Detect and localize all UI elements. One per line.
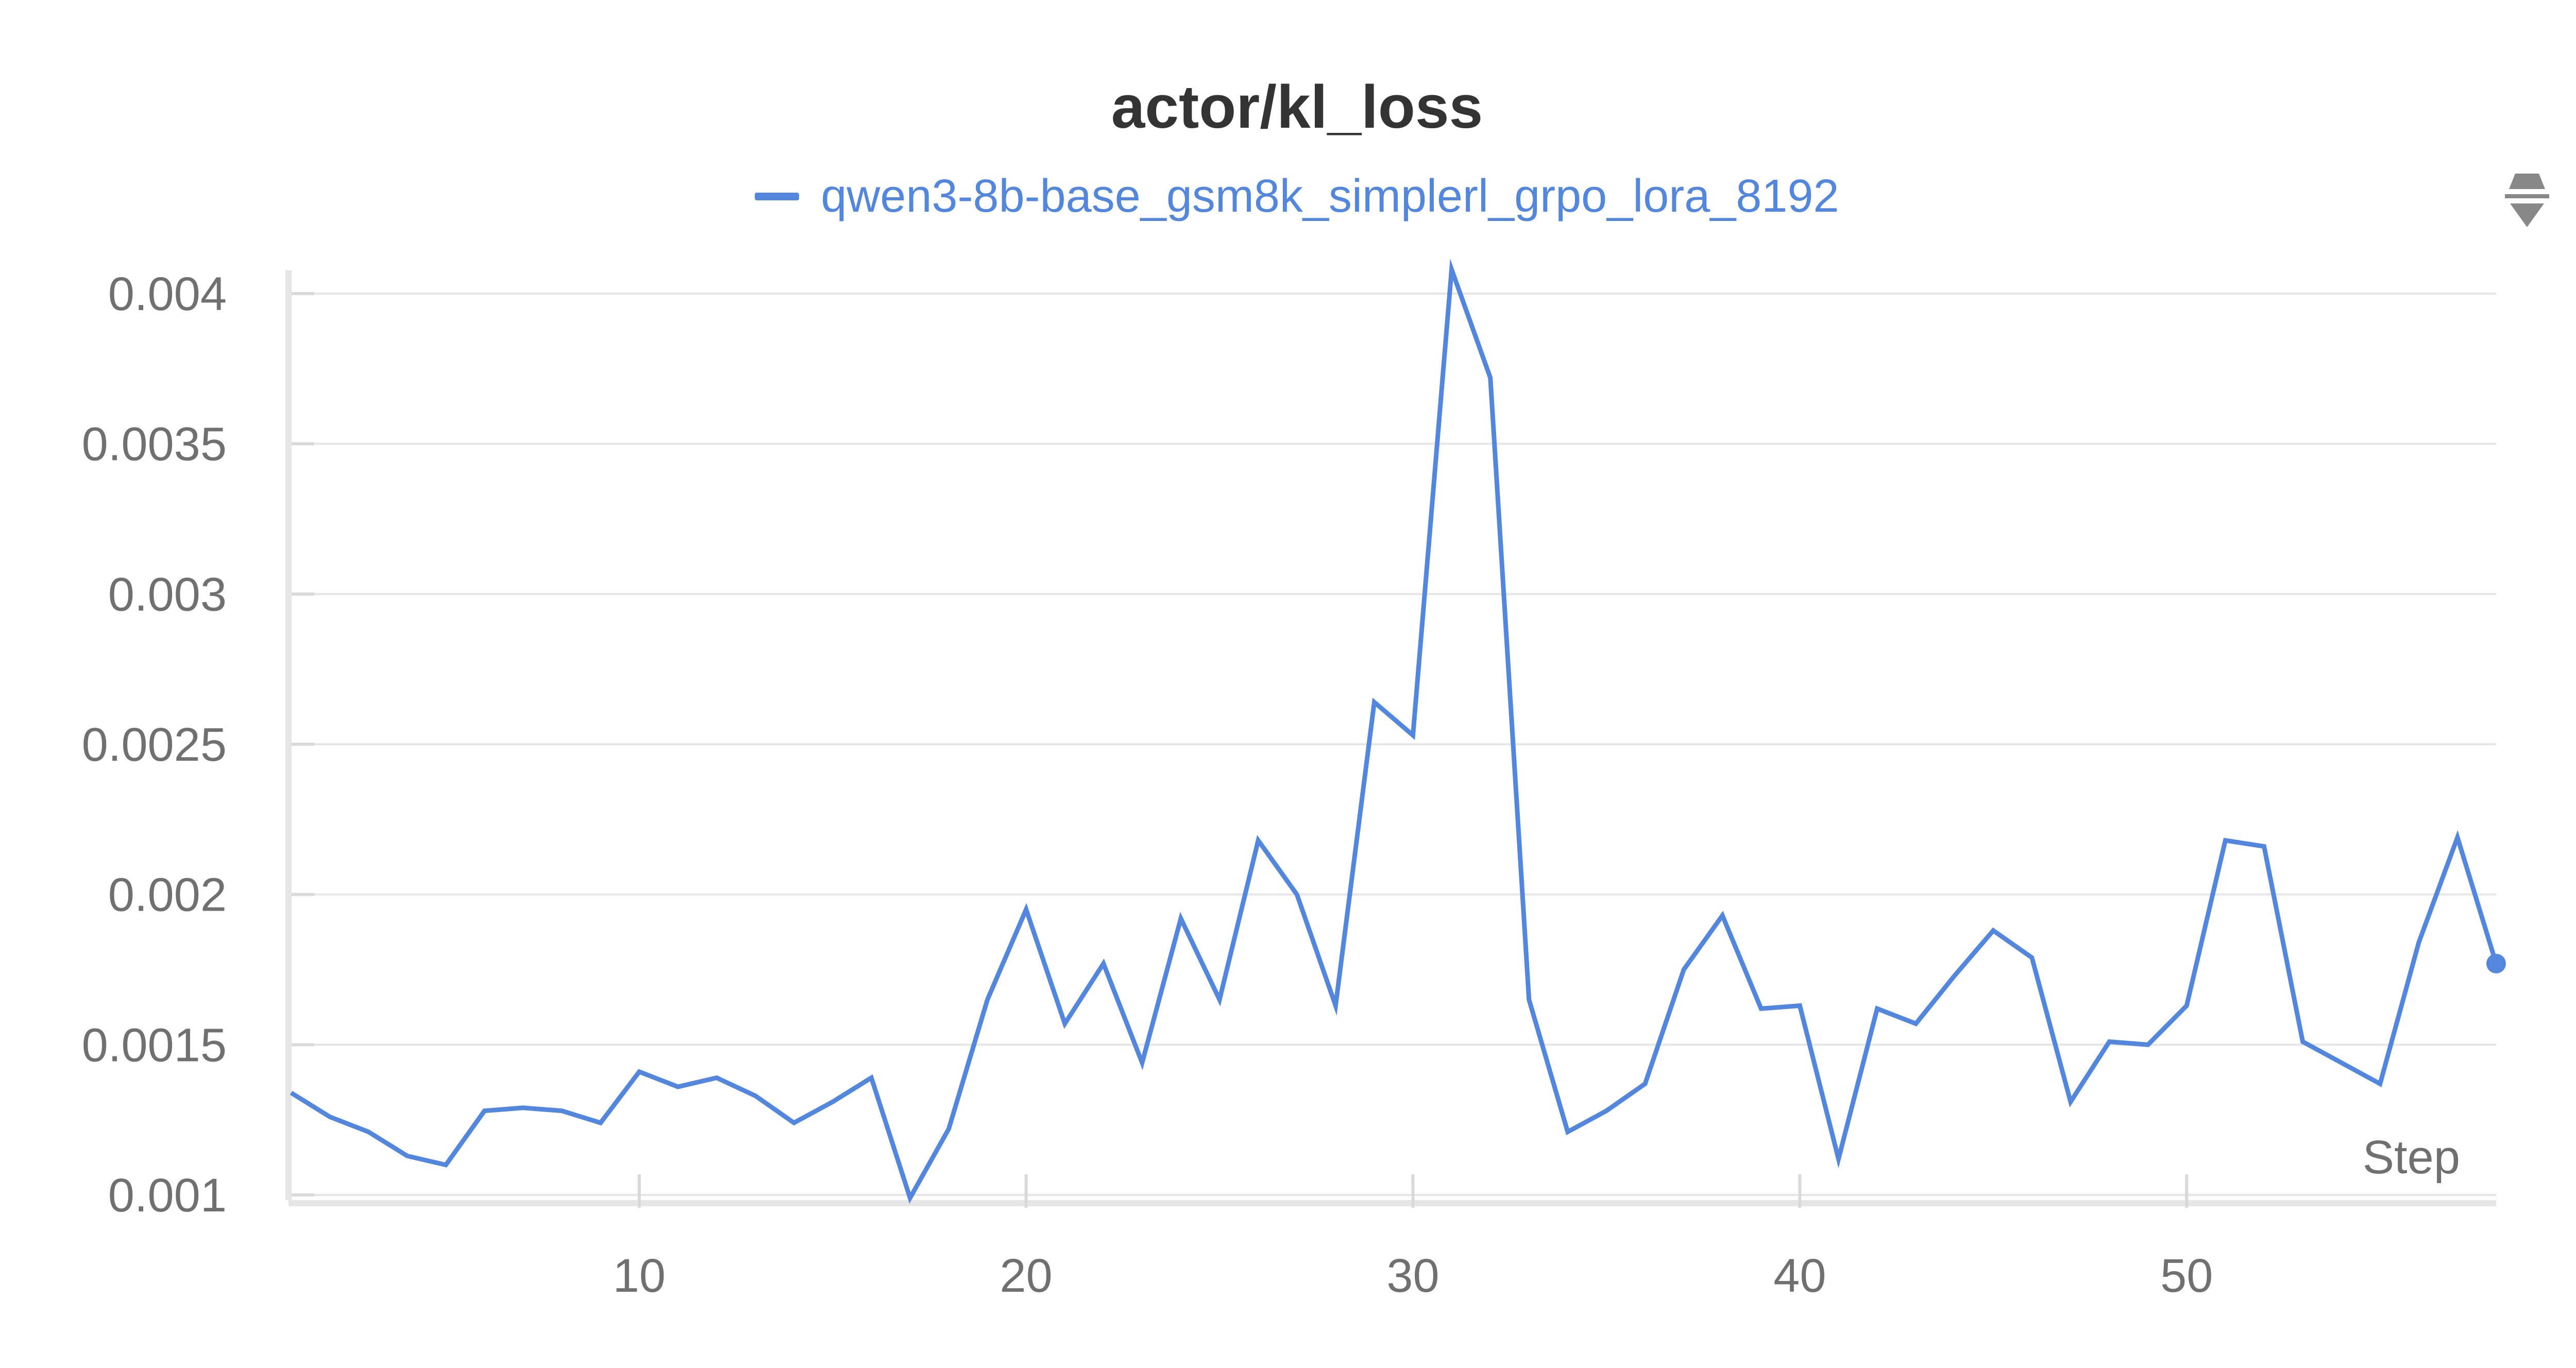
data-point[interactable]	[1140, 1060, 1145, 1065]
data-point[interactable]	[1991, 928, 1996, 933]
data-point[interactable]	[946, 1126, 951, 1132]
data-point[interactable]	[289, 1090, 294, 1096]
y-tick-label: 0.003	[108, 568, 227, 621]
legend-swatch	[755, 193, 800, 200]
data-point[interactable]	[2455, 835, 2460, 840]
data-point[interactable]	[1527, 997, 1532, 1002]
data-point[interactable]	[2300, 1039, 2306, 1045]
y-tick-label: 0.0015	[82, 1019, 227, 1071]
data-point[interactable]	[2416, 940, 2421, 945]
tick-layer: 0.001 0.0015 0.002 0.0025 0.003 0.0035 0.004 10…	[82, 268, 2213, 1302]
data-point[interactable]	[443, 1162, 448, 1168]
data-point[interactable]	[830, 1099, 835, 1104]
data-point[interactable]	[482, 1108, 487, 1114]
data-point[interactable]	[1681, 967, 1686, 972]
legend-series-label[interactable]: qwen3-8b-base_gsm8k_simplerl_grpo_lora_8…	[821, 170, 1839, 222]
chart-title: actor/kl_loss	[1111, 73, 1483, 141]
data-point[interactable]	[1256, 838, 1261, 843]
series-line[interactable]	[290, 259, 2499, 1204]
data-point[interactable]	[791, 1120, 796, 1125]
data-point[interactable]	[404, 1153, 410, 1158]
data-point[interactable]	[1758, 1006, 1764, 1011]
x-tick-label: 40	[1773, 1250, 1826, 1302]
x-tick-label: 10	[613, 1250, 666, 1302]
data-point[interactable]	[1411, 733, 1416, 738]
data-point[interactable]	[366, 1130, 371, 1135]
data-point[interactable]	[1178, 916, 1183, 921]
data-point[interactable]	[1294, 892, 1299, 897]
series-layer	[289, 259, 2506, 1204]
data-point[interactable]	[985, 997, 990, 1002]
data-point[interactable]	[1488, 375, 1493, 380]
data-point[interactable]	[2378, 1081, 2383, 1086]
x-tick-label: 30	[1386, 1250, 1439, 1302]
data-point[interactable]	[1449, 267, 1454, 272]
data-point[interactable]	[1604, 1108, 1609, 1114]
y-tick-label: 0.001	[108, 1169, 227, 1222]
data-point[interactable]	[598, 1120, 603, 1125]
axis-layer	[285, 270, 2496, 1208]
y-tick-label: 0.0025	[82, 719, 227, 771]
data-point[interactable]	[560, 1108, 565, 1114]
data-point[interactable]	[1875, 1006, 1880, 1011]
last-point-marker[interactable]	[2486, 953, 2506, 973]
data-point[interactable]	[1217, 997, 1222, 1002]
data-point[interactable]	[327, 1114, 332, 1119]
data-point[interactable]	[1371, 699, 1377, 705]
data-point[interactable]	[1333, 1003, 1338, 1008]
data-point[interactable]	[2145, 1042, 2150, 1047]
data-point[interactable]	[869, 1075, 874, 1081]
data-point[interactable]	[521, 1105, 526, 1110]
data-point[interactable]	[714, 1075, 719, 1081]
data-point[interactable]	[1836, 1156, 1841, 1161]
data-point[interactable]	[1062, 1021, 1067, 1027]
scroll-arrows-icon[interactable]	[2499, 162, 2555, 234]
y-tick-label: 0.002	[108, 869, 227, 921]
data-point[interactable]	[907, 1195, 912, 1201]
data-point[interactable]	[2068, 1099, 2073, 1104]
data-point[interactable]	[675, 1084, 681, 1089]
data-point[interactable]	[1565, 1130, 1570, 1135]
data-point[interactable]	[2339, 1060, 2344, 1065]
data-point[interactable]	[1797, 1003, 1802, 1008]
data-point[interactable]	[1913, 1021, 1919, 1027]
data-point[interactable]	[2223, 838, 2228, 843]
data-point[interactable]	[1101, 961, 1106, 966]
y-tick-label: 0.0035	[82, 418, 227, 471]
data-point[interactable]	[2261, 844, 2266, 849]
data-point[interactable]	[2184, 1003, 2189, 1008]
data-point[interactable]	[2029, 955, 2035, 960]
data-point[interactable]	[1720, 913, 1725, 918]
x-tick-label: 20	[999, 1250, 1052, 1302]
data-point[interactable]	[753, 1093, 758, 1099]
data-point[interactable]	[1642, 1081, 1648, 1086]
data-point[interactable]	[637, 1069, 642, 1074]
legend: qwen3-8b-base_gsm8k_simplerl_grpo_lora_8…	[0, 170, 2576, 223]
data-point[interactable]	[1952, 973, 1957, 978]
x-axis-label: Step	[2363, 1131, 2460, 1184]
data-point[interactable]	[1024, 907, 1029, 912]
data-point[interactable]	[2107, 1039, 2112, 1045]
grid-layer	[291, 293, 2496, 1196]
x-tick-label: 50	[2160, 1250, 2213, 1302]
y-tick-label: 0.004	[108, 268, 227, 320]
